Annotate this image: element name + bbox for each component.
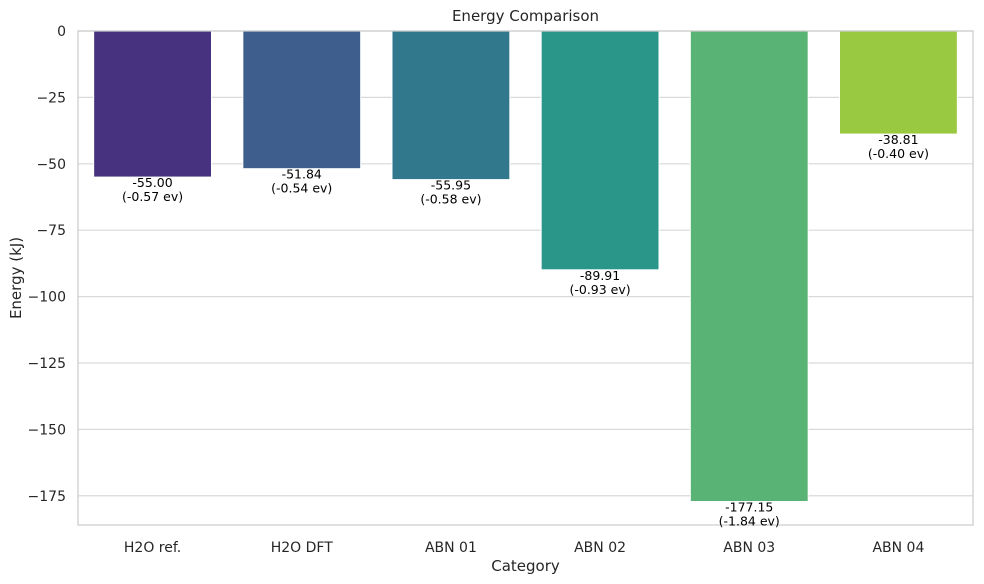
plot-frame [77,30,974,526]
bar-ev-label: (-0.40 ev) [868,146,929,161]
bar-ev-label: (-0.57 ev) [122,189,183,204]
x-tick-label: H2O DFT [271,540,333,556]
bar [689,30,809,502]
x-tick-label: ABN 04 [872,540,924,556]
bar-ev-label: (-0.93 ev) [569,282,630,297]
bar-value-label: -177.15 [725,499,773,514]
bar [391,30,511,181]
x-tick-label: ABN 01 [425,540,477,556]
chart-title: Energy Comparison [452,7,599,25]
bar [838,30,958,135]
y-tick-label: 0 [57,24,66,40]
bar-value-labels: -55.00(-0.57 ev)-51.84(-0.54 ev) -55.95(-… [122,132,929,528]
y-tick-label: −25 [36,90,66,106]
bar-ev-label: (-0.58 ev) [420,192,481,207]
y-tick-label: −125 [28,356,66,372]
bar-value-label: -55.95 [431,178,471,193]
bar-value-label: -38.81 [878,132,918,147]
x-tick-label: ABN 02 [574,540,626,556]
y-axis-title: Energy (kJ) [7,237,25,319]
bar-value-label: -89.91 [580,268,620,283]
bars [93,30,958,502]
y-tick-label: −75 [36,223,66,239]
bar [242,30,362,170]
x-tick-labels: H2O ref. H2O DFT ABN 01 ABN 02 ABN 03 ABN 04 [124,540,925,556]
bar [540,30,660,271]
y-tick-label: −150 [28,422,66,438]
bar-ev-label: (-0.54 ev) [271,181,332,196]
bar-value-label: -55.00 [132,175,172,190]
bar-value-label: -51.84 [282,167,322,182]
y-tick-labels: 0 −25 −50 −75 −100 −125 −150 −175 [28,24,66,505]
x-axis-title: Category [491,557,560,575]
x-tick-label: ABN 03 [723,540,775,556]
bar-ev-label: (-1.84 ev) [719,513,780,528]
y-tick-label: −100 [28,290,66,306]
bar [93,30,213,178]
y-tick-label: −175 [28,489,66,505]
y-tick-label: −50 [36,157,66,173]
x-tick-label: H2O ref. [124,540,181,556]
